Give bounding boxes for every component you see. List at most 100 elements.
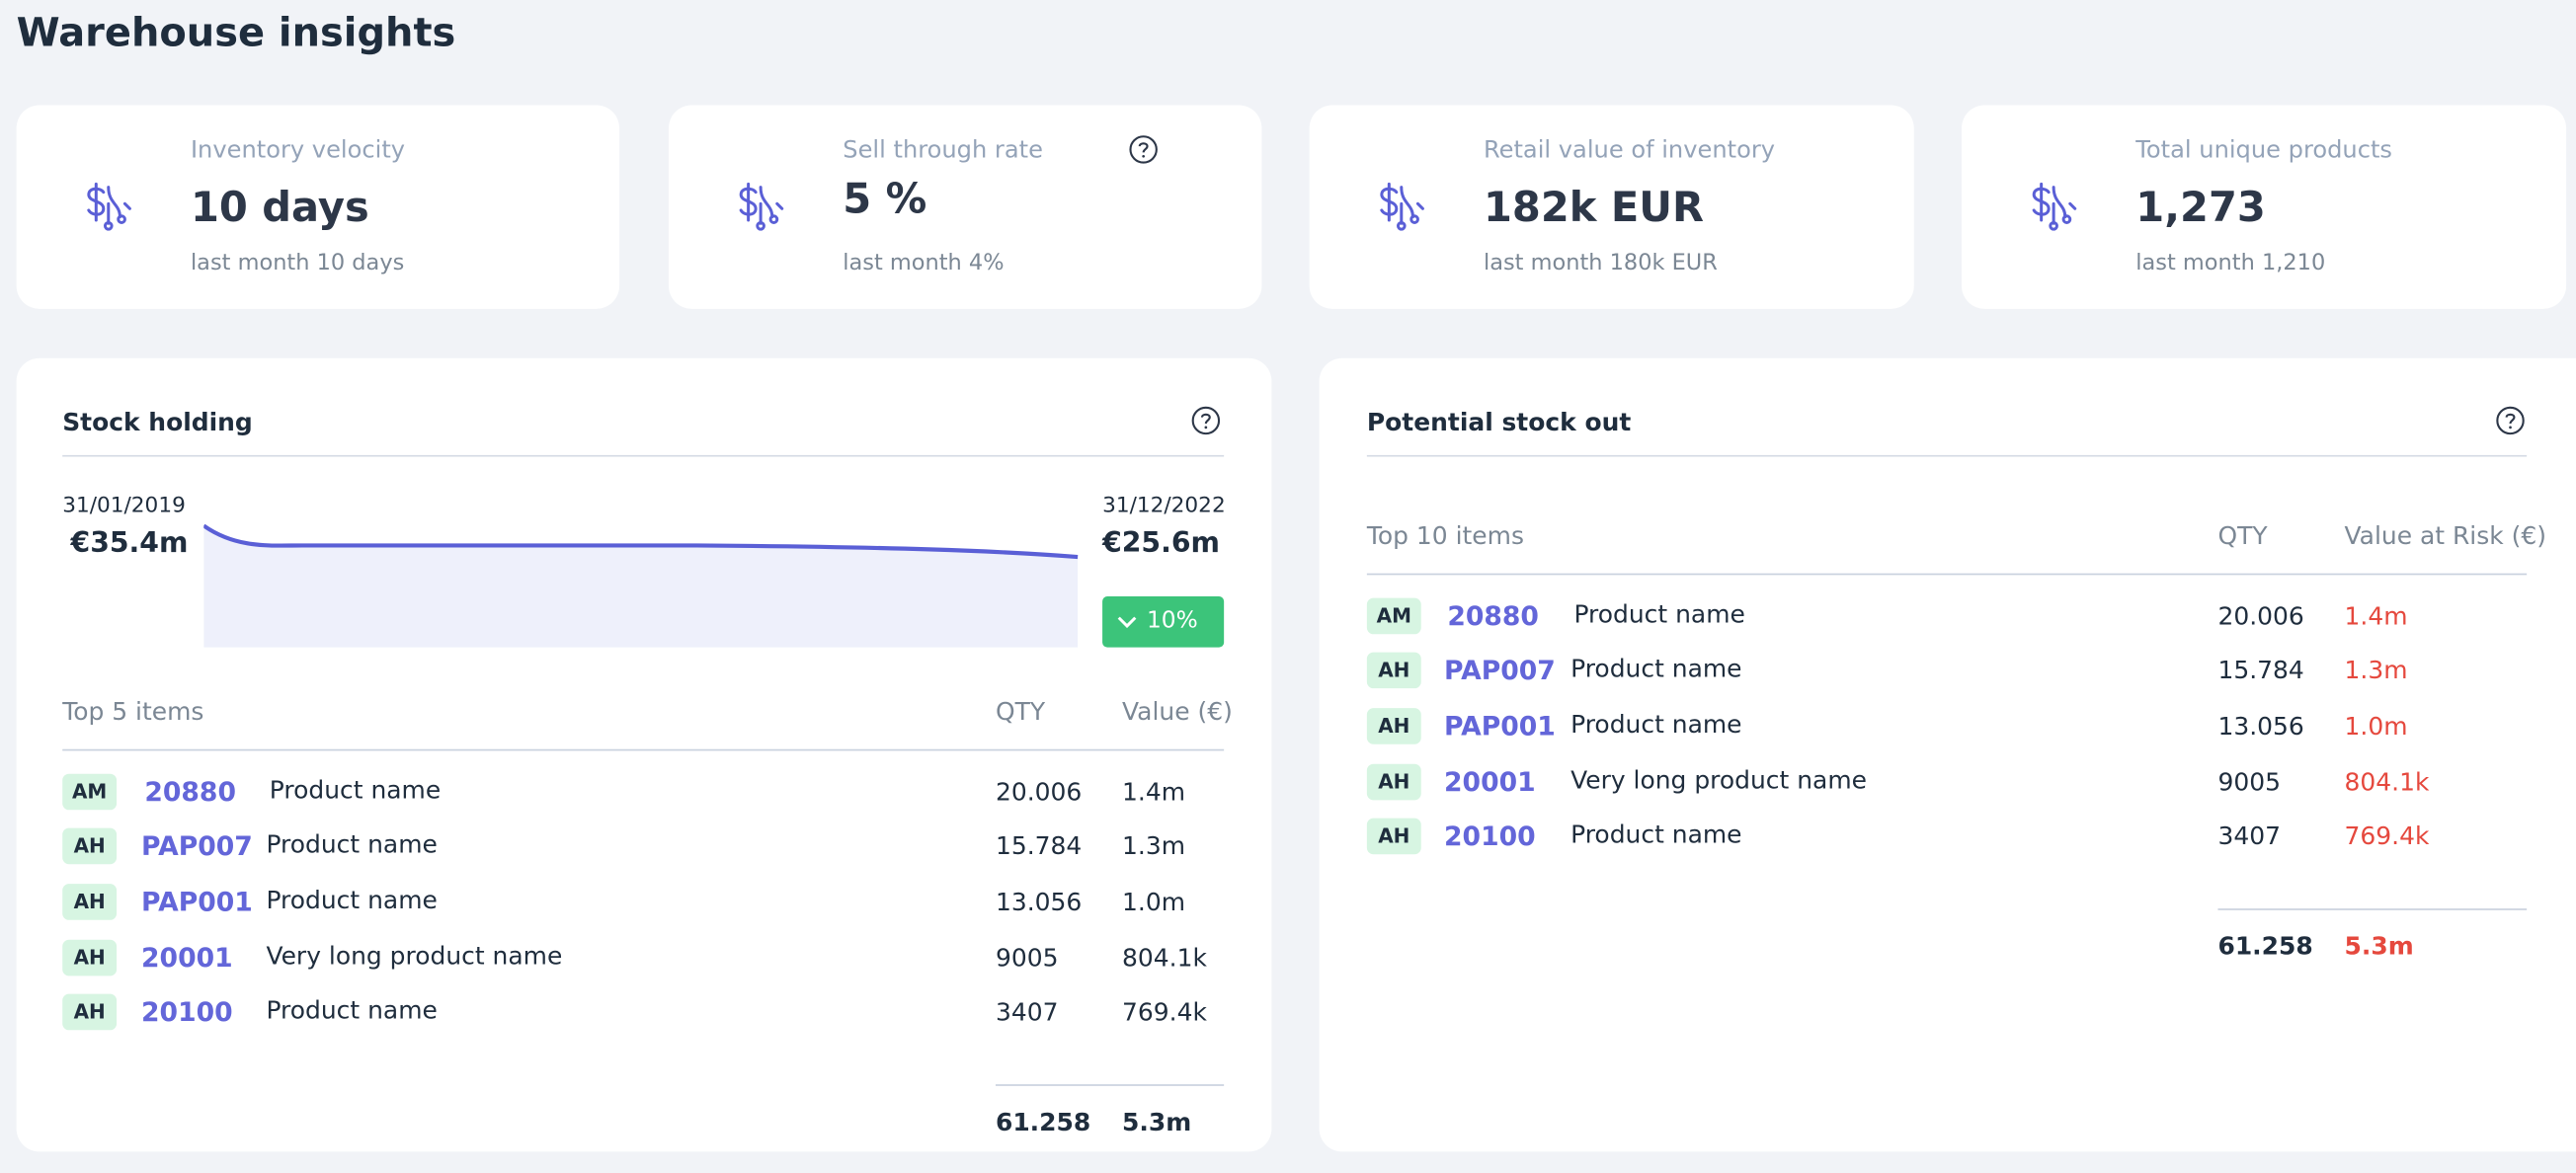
kpi-previous: last month 10 days — [190, 249, 405, 276]
product-name: Very long product name — [1570, 764, 1867, 795]
help-button[interactable] — [1191, 406, 1221, 435]
divider — [1366, 454, 2528, 457]
table-caption: Top 5 items — [62, 696, 204, 727]
divider — [995, 1084, 1225, 1086]
value: 804.1k — [2344, 766, 2430, 797]
value: 1.3m — [1122, 831, 1186, 862]
change-value: 10% — [1146, 607, 1198, 635]
help-button[interactable] — [1129, 134, 1159, 164]
total-value: 5.3m — [2344, 931, 2414, 962]
value: 769.4k — [2344, 821, 2430, 852]
value: 1.3m — [2344, 656, 2408, 686]
product-name: Product name — [1573, 598, 1745, 629]
product-name: Product name — [266, 885, 438, 915]
product-name: Product name — [266, 995, 438, 1026]
product-name: Product name — [266, 829, 438, 860]
column-header: Value (€) — [1122, 696, 1233, 727]
value: 804.1k — [1122, 942, 1207, 973]
product-code: PAP007 — [1444, 655, 1556, 686]
kpi-value: 5 % — [843, 175, 927, 223]
product-name: Product name — [1570, 654, 1742, 684]
product-code: 20001 — [1444, 765, 1536, 798]
value: 769.4k — [1122, 997, 1207, 1028]
product-code: 20001 — [141, 941, 233, 974]
start-value: €35.4m — [70, 527, 189, 561]
badge: AH — [1366, 652, 1421, 689]
badge: AH — [1366, 763, 1421, 800]
stock-holding-panel — [16, 357, 1272, 1152]
qty: 20.006 — [2217, 600, 2304, 631]
badge: AH — [62, 994, 118, 1031]
qty: 20.006 — [995, 776, 1083, 807]
value: 1.0m — [1122, 887, 1186, 917]
column-header: QTY — [995, 696, 1046, 727]
qty: 13.056 — [995, 887, 1083, 917]
product-code: PAP001 — [1444, 710, 1556, 743]
divider — [62, 748, 1225, 751]
kpi-label: Sell through rate — [843, 137, 1043, 165]
product-code: PAP007 — [141, 830, 253, 863]
kpi-icon — [739, 182, 784, 231]
kpi-label: Total unique products — [2135, 137, 2392, 165]
product-code: PAP001 — [141, 886, 253, 918]
product-code: 20880 — [144, 775, 236, 807]
product-code: 20100 — [141, 996, 233, 1029]
total-qty: 61.258 — [2217, 931, 2313, 962]
badge: AH — [1366, 819, 1421, 855]
kpi-value: 1,273 — [2135, 183, 2266, 231]
kpi-icon — [1380, 182, 1424, 231]
end-value: €25.6m — [1102, 527, 1221, 561]
kpi-previous: last month 4% — [843, 249, 1005, 276]
badge: AM — [62, 772, 118, 810]
qty: 15.784 — [995, 831, 1083, 862]
product-name: Product name — [269, 774, 442, 805]
product-name: Product name — [1570, 820, 1742, 850]
badge: AH — [62, 883, 118, 920]
product-code: 20100 — [1444, 821, 1536, 853]
value: 1.0m — [2344, 711, 2408, 742]
total-qty: 61.258 — [995, 1107, 1091, 1137]
help-button[interactable] — [2496, 406, 2526, 435]
product-name: Product name — [1570, 709, 1742, 740]
divider — [1366, 573, 2528, 576]
qty: 9005 — [2217, 766, 2281, 797]
kpi-label: Inventory velocity — [190, 137, 406, 165]
down-arrow — [1117, 616, 1137, 629]
badge: AM — [1366, 596, 1421, 634]
divider — [2217, 908, 2528, 910]
stock-out-panel — [1319, 357, 2576, 1152]
panel-title: Potential stock out — [1366, 407, 1632, 437]
change-badge — [1102, 595, 1225, 648]
panel-title: Stock holding — [62, 407, 253, 437]
kpi-icon — [2032, 182, 2077, 231]
kpi-value: 10 days — [190, 183, 369, 231]
kpi-previous: last month 1,210 — [2135, 249, 2326, 276]
qty: 9005 — [995, 942, 1059, 973]
product-name: Very long product name — [266, 940, 563, 971]
kpi-label: Retail value of inventory — [1483, 137, 1776, 165]
start-date: 31/01/2019 — [62, 494, 186, 518]
qty: 3407 — [2217, 821, 2281, 852]
product-code: 20880 — [1447, 599, 1539, 631]
badge: AH — [62, 827, 118, 865]
qty: 15.784 — [2217, 656, 2304, 686]
page-title: Warehouse insights — [16, 9, 456, 56]
sparkline — [203, 523, 1079, 648]
end-date: 31/12/2022 — [1102, 494, 1226, 518]
divider — [62, 454, 1225, 457]
table-caption: Top 10 items — [1366, 520, 1524, 551]
badge: AH — [1366, 707, 1421, 744]
total-value: 5.3m — [1122, 1107, 1192, 1137]
value: 1.4m — [2344, 600, 2408, 631]
sparkline-area — [203, 525, 1079, 648]
kpi-value: 182k EUR — [1483, 183, 1705, 231]
qty: 13.056 — [2217, 711, 2304, 742]
column-header: Value at Risk (€) — [2344, 520, 2546, 551]
sparkline-line — [203, 523, 1079, 560]
qty: 3407 — [995, 997, 1059, 1028]
kpi-icon — [87, 182, 131, 231]
column-header: QTY — [2217, 520, 2268, 551]
kpi-previous: last month 180k EUR — [1483, 249, 1718, 276]
